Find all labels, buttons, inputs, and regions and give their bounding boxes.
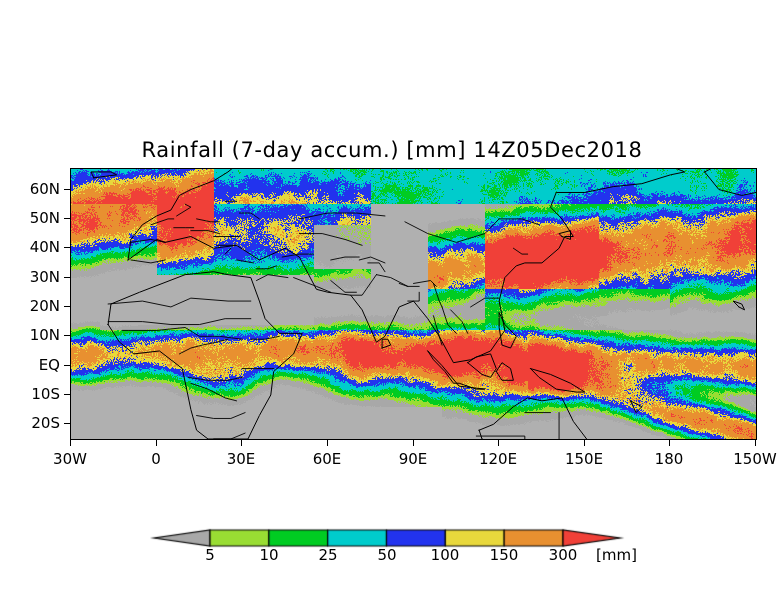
longitude-tick-label: 0 [151, 450, 161, 468]
colorbar-tick-label: 150 [489, 546, 519, 564]
latitude-tick-label: 10S [31, 385, 60, 403]
longitude-tick-label: 30E [226, 450, 256, 468]
latitude-tick [64, 335, 70, 336]
longitude-tick [669, 440, 670, 446]
longitude-tick-label: 30W [53, 450, 87, 468]
latitude-tick-label: EQ [38, 356, 60, 374]
colorbar-tick-label: 10 [259, 546, 279, 564]
latitude-tick [64, 218, 70, 219]
colorbar-tick-label: 25 [318, 546, 338, 564]
longitude-tick-label: 150W [733, 450, 777, 468]
colorbar-tick-label: 50 [377, 546, 397, 564]
latitude-tick-label: 30N [29, 268, 60, 286]
colorbar-tick-label: 5 [205, 546, 215, 564]
longitude-tick [498, 440, 499, 446]
latitude-tick-label: 20S [31, 414, 60, 432]
latitude-tick-label: 40N [29, 238, 60, 256]
latitude-tick [64, 306, 70, 307]
longitude-tick [327, 440, 328, 446]
latitude-tick-label: 50N [29, 209, 60, 227]
colorbar-swatches [150, 518, 650, 550]
longitude-tick-label: 150E [564, 450, 604, 468]
longitude-tick [70, 440, 71, 446]
latitude-tick-label: 20N [29, 297, 60, 315]
longitude-tick [413, 440, 414, 446]
latitude-tick [64, 394, 70, 395]
colorbar [150, 518, 650, 574]
longitude-tick [755, 440, 756, 446]
latitude-tick-label: 60N [29, 180, 60, 198]
latitude-tick [64, 277, 70, 278]
page-title: Rainfall (7-day accum.) [mm] 14Z05Dec201… [141, 138, 643, 162]
longitude-tick-label: 90E [398, 450, 428, 468]
colorbar-unit-label: [mm] [596, 546, 637, 564]
longitude-tick-label: 180 [654, 450, 684, 468]
latitude-tick [64, 365, 70, 366]
longitude-tick [156, 440, 157, 446]
longitude-tick-label: 60E [312, 450, 342, 468]
latitude-tick-label: 10N [29, 326, 60, 344]
latitude-tick [64, 247, 70, 248]
colorbar-tick-label: 100 [430, 546, 460, 564]
map-plot-area [70, 168, 757, 440]
rainfall-raster-canvas [71, 169, 756, 439]
colorbar-tick-label: 300 [548, 546, 578, 564]
latitude-tick [64, 189, 70, 190]
longitude-tick [241, 440, 242, 446]
latitude-tick [64, 423, 70, 424]
longitude-tick-label: 120E [478, 450, 518, 468]
longitude-tick [584, 440, 585, 446]
